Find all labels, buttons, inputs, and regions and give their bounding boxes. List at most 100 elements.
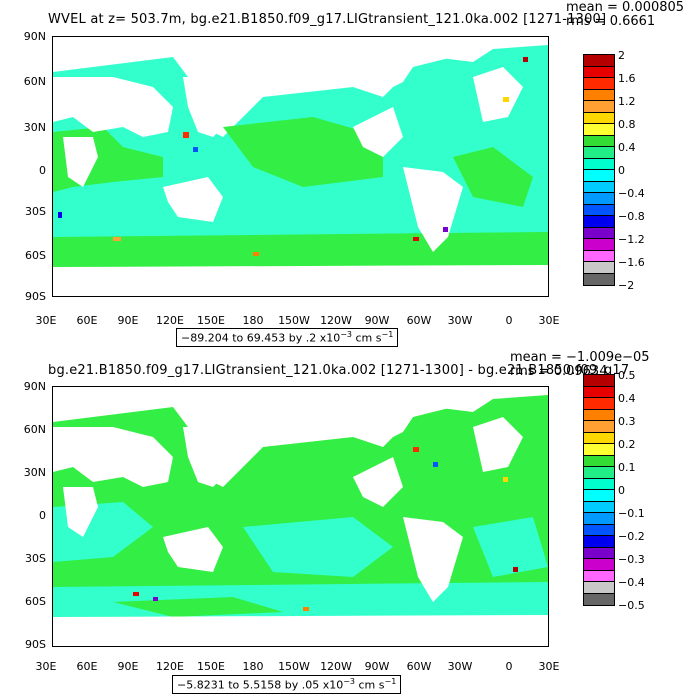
colorbar-label: 0.4 (618, 392, 636, 405)
lon-label: 30W (447, 660, 473, 673)
lon-label: 120W (320, 660, 352, 673)
colorbar-swatch (584, 124, 614, 136)
colorbar-swatch (584, 239, 614, 251)
colorbar (583, 374, 615, 606)
colorbar-label: 0.3 (618, 415, 636, 428)
colorbar-label: 0.4 (618, 141, 636, 154)
colorbar-swatch (584, 262, 614, 274)
colorbar-label: 0.8 (618, 118, 636, 131)
lat-label: 60N (23, 423, 46, 436)
colorbar-swatch (584, 101, 614, 113)
colorbar-swatch (584, 216, 614, 228)
colorbar-swatch (584, 158, 614, 170)
colorbar-label: −1.6 (618, 256, 645, 269)
lat-label: 60S (25, 595, 46, 608)
land-mask (53, 37, 548, 296)
colorbar-swatch (584, 193, 614, 205)
lon-label: 30E (538, 660, 560, 673)
lon-label: 150W (278, 660, 310, 673)
lon-label: 150E (197, 314, 225, 327)
lon-label: 60E (76, 660, 98, 673)
map-field (53, 37, 548, 296)
colorbar-swatch (584, 455, 614, 467)
colorbar-swatch (584, 398, 614, 410)
lon-label: 60E (76, 314, 98, 327)
panel-title: bg.e21.B1850.f09_g17.LIGtransient_121.0k… (48, 363, 630, 378)
colorbar-swatch (584, 582, 614, 594)
colorbar-swatch (584, 524, 614, 536)
rms-label: rms = 0.6661 (566, 14, 656, 29)
panel-title: WVEL at z= 503.7m, bg.e21.B1850.f09_g17.… (48, 12, 607, 27)
colorbar-label: −2 (618, 279, 635, 292)
lon-label: 120W (320, 314, 352, 327)
lat-label: 90S (25, 638, 46, 651)
lat-label: 90S (25, 290, 46, 303)
colorbar-label: 1.6 (618, 72, 636, 85)
lon-label: 90E (117, 314, 139, 327)
colorbar-swatch (584, 250, 614, 262)
colorbar-label: 2 (618, 49, 625, 62)
lat-label: 30S (25, 205, 46, 218)
land-mask (53, 387, 548, 646)
colorbar-swatch (584, 536, 614, 548)
colorbar-label: −0.8 (618, 210, 645, 223)
colorbar-label: −0.5 (618, 599, 645, 612)
ocean-map (52, 36, 549, 297)
lon-label: 30E (538, 314, 560, 327)
range-label: −89.204 to 69.453 by .2 x10−3 cm s−1 (176, 328, 399, 347)
lat-label: 30S (25, 552, 46, 565)
lon-label: 180 (242, 660, 264, 673)
colorbar-swatch (584, 421, 614, 433)
map-field (53, 387, 548, 646)
bottom-panel: bg.e21.B1850.f09_g17.LIGtransient_121.0k… (0, 350, 700, 700)
colorbar-swatch (584, 490, 614, 502)
colorbar-swatch (584, 170, 614, 182)
lon-label: 150E (197, 660, 225, 673)
range-label: −5.8231 to 5.5158 by .05 x10−3 cm s−1 (172, 675, 402, 694)
lon-label: 150W (278, 314, 310, 327)
colorbar-label: 0 (618, 164, 625, 177)
colorbar-swatch (584, 409, 614, 421)
lon-label: 0 (505, 314, 513, 327)
mean-label: mean = −1.009e−05 (510, 350, 650, 365)
colorbar-swatch (584, 181, 614, 193)
lat-label: 30N (23, 466, 46, 479)
colorbar-label: −0.1 (618, 507, 645, 520)
colorbar-label: 0.1 (618, 461, 636, 474)
lon-label: 60W (406, 660, 432, 673)
colorbar-swatch (584, 55, 614, 67)
lon-label: 90W (364, 660, 390, 673)
colorbar-swatch (584, 147, 614, 159)
colorbar (583, 54, 615, 286)
lat-label: 90N (23, 30, 46, 43)
ocean-map (52, 386, 549, 647)
colorbar-label: −0.2 (618, 530, 645, 543)
lat-label: 0 (39, 164, 46, 177)
colorbar-label: 1.2 (618, 95, 636, 108)
lat-label: 60S (25, 249, 46, 262)
lon-label: 0 (505, 660, 513, 673)
colorbar-swatch (584, 444, 614, 456)
lat-label: 30N (23, 121, 46, 134)
colorbar-swatch (584, 78, 614, 90)
top-panel: WVEL at z= 503.7m, bg.e21.B1850.f09_g17.… (23, 0, 684, 347)
colorbar-swatch (584, 513, 614, 525)
colorbar-swatch (584, 375, 614, 387)
lat-label: 60N (23, 75, 46, 88)
colorbar-label: −0.3 (618, 553, 645, 566)
lon-label: 30E (35, 314, 57, 327)
colorbar-swatch (584, 112, 614, 124)
colorbar-label: −1.2 (618, 233, 645, 246)
lon-label: 120E (156, 314, 184, 327)
colorbar-swatch (584, 227, 614, 239)
lon-label: 90W (364, 314, 390, 327)
lon-label: 30W (447, 314, 473, 327)
colorbar-label: 0.5 (618, 369, 636, 382)
colorbar-swatch (584, 135, 614, 147)
colorbar-swatch (584, 501, 614, 513)
colorbar-swatch (584, 467, 614, 479)
colorbar-label: 0.2 (618, 438, 636, 451)
colorbar-swatch (584, 273, 614, 285)
lon-label: 60W (406, 314, 432, 327)
lat-label: 90N (23, 380, 46, 393)
